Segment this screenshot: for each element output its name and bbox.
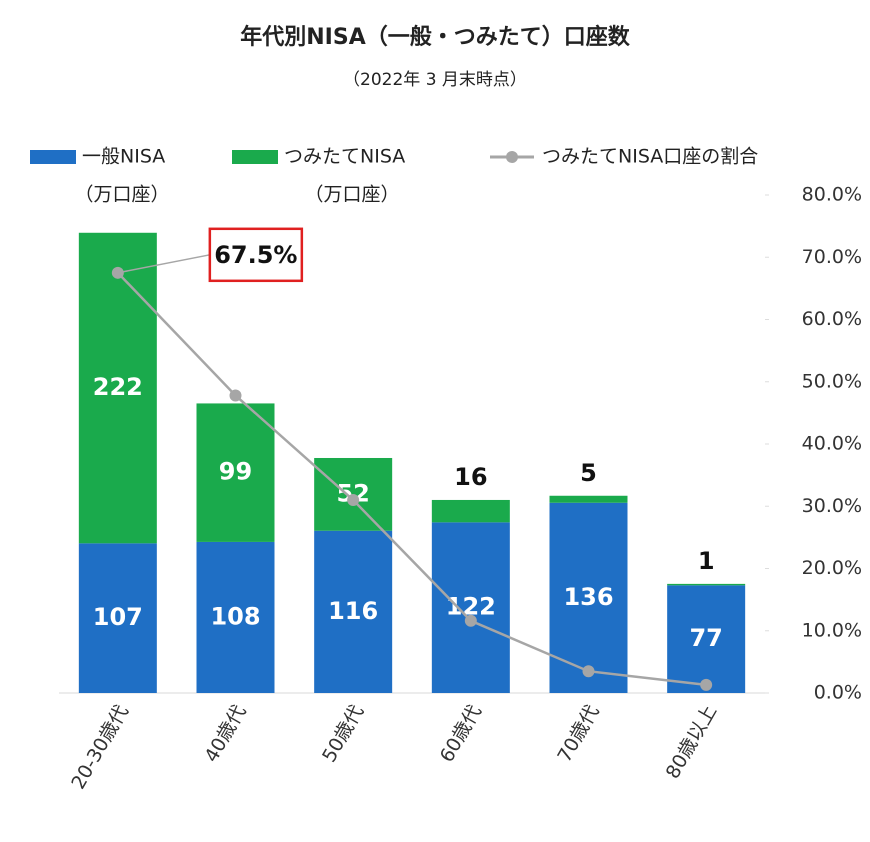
y2-tick-label: 0.0% [814, 682, 862, 704]
bar-segment [314, 530, 393, 693]
y2-tick-label: 20.0% [802, 557, 862, 579]
x-tick-label: 70歳代 [553, 701, 603, 766]
x-tick-label: 60歳代 [436, 701, 486, 766]
bar-segment [667, 583, 746, 586]
data-label: 1 [698, 547, 715, 575]
x-tick-label: 40歳代 [200, 701, 250, 766]
ratio-line [116, 271, 707, 687]
bar-segment [549, 495, 628, 503]
bar-segment [78, 543, 157, 693]
y2-tick-label: 10.0% [802, 619, 862, 641]
legend-marker [506, 151, 518, 163]
ratio-marker [700, 678, 713, 691]
y2-tick-label: 70.0% [802, 246, 862, 268]
bar-segment [431, 499, 510, 523]
data-label: 222 [93, 373, 143, 401]
data-label: 107 [93, 603, 143, 631]
ratio-marker [347, 494, 360, 507]
legend-label: 一般NISA [82, 146, 165, 168]
x-tick-label: 50歳代 [318, 701, 368, 766]
legend-label: つみたてNISA [284, 146, 405, 168]
legend-label: つみたてNISA口座の割合 [542, 146, 758, 168]
ratio-marker [229, 389, 242, 402]
bar-segment [667, 585, 746, 693]
y2-tick-label: 30.0% [802, 495, 862, 517]
chart-subtitle: （2022年 3 月末時点） [343, 70, 527, 90]
data-label: 136 [563, 583, 613, 611]
data-label: 116 [328, 597, 378, 625]
ratio-marker [464, 614, 477, 627]
legend-unit: （万口座） [74, 184, 169, 206]
bar-segment [78, 232, 157, 544]
x-tick-label: 20-30歳代 [67, 701, 133, 793]
y2-tick-label: 40.0% [802, 433, 862, 455]
ratio-marker [582, 665, 595, 678]
bar-segment [196, 403, 275, 542]
legend-swatch [232, 150, 278, 164]
y2-tick-label: 80.0% [802, 184, 862, 206]
data-label: 77 [689, 624, 722, 652]
data-label: 5 [580, 459, 597, 487]
y2-tick-label: 50.0% [802, 370, 862, 392]
legend-swatch [30, 150, 76, 164]
y2-tick-label: 60.0% [802, 308, 862, 330]
bar-segment [431, 522, 510, 693]
chart-title: 年代別NISA（一般・つみたて）口座数 [240, 24, 630, 50]
legend-unit: （万口座） [304, 184, 399, 206]
callout-label: 67.5% [214, 241, 297, 269]
bar-segment [196, 541, 275, 693]
data-label: 108 [210, 602, 260, 630]
data-label: 99 [219, 458, 252, 486]
callout-box [208, 227, 304, 283]
callout-leader [117, 254, 210, 274]
x-tick-label: 80歳以上 [662, 701, 722, 782]
data-label: 16 [454, 463, 487, 491]
